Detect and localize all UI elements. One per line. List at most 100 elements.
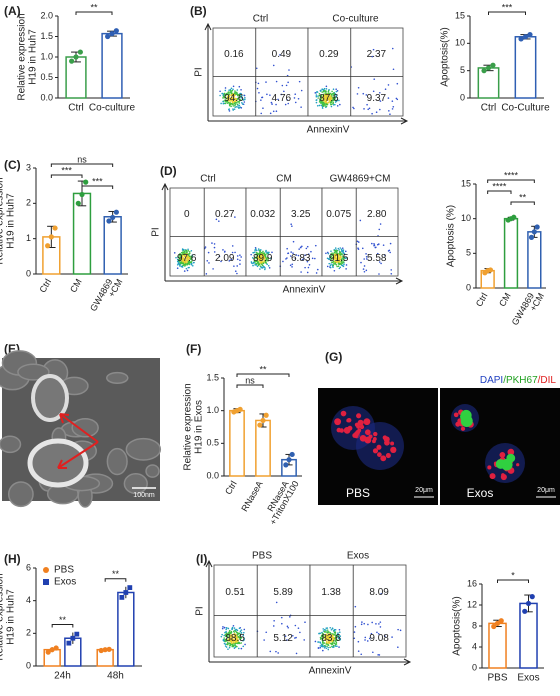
event-dot: [322, 95, 325, 97]
event-dot: [239, 99, 242, 101]
event-dot: [229, 635, 232, 637]
event-dot: [226, 643, 228, 645]
event-dot: [272, 64, 275, 67]
event-dot: [232, 88, 234, 91]
y-tick-label: 1.5: [40, 31, 53, 41]
event-dot: [259, 262, 262, 264]
y-axis-label: Relative expression: [183, 383, 194, 470]
event-dot: [262, 250, 264, 253]
y-tick-label: 0: [460, 92, 465, 102]
event-dot: [338, 637, 340, 639]
event-dot: [234, 90, 236, 92]
event-dot: [325, 99, 327, 101]
quadrant-value: 94.6: [224, 93, 244, 104]
event-dot: [325, 95, 328, 98]
significance-bracket: [487, 179, 535, 183]
event-dot: [391, 100, 394, 102]
panel-label: (I): [196, 552, 207, 566]
event-dot: [334, 639, 337, 642]
event-dot: [332, 98, 335, 100]
event-dot: [228, 639, 230, 642]
event-dot: [332, 256, 335, 258]
arrow: [59, 413, 99, 443]
event-dot: [335, 251, 338, 254]
image-caption: Exos: [467, 486, 494, 500]
event-dot: [235, 93, 237, 95]
x-tick-label: PBS: [487, 673, 507, 684]
event-dot: [324, 637, 327, 639]
y-tick-label: 0: [466, 282, 471, 292]
event-dot: [327, 648, 330, 651]
event-dot: [243, 637, 246, 639]
dil-spot: [453, 412, 459, 418]
event-dot: [335, 258, 338, 261]
event-dot: [238, 107, 240, 110]
event-dot: [287, 252, 289, 255]
event-dot: [397, 646, 399, 648]
event-dot: [326, 629, 329, 631]
event-dot: [224, 99, 226, 101]
event-dot: [184, 252, 186, 254]
event-dot: [221, 92, 223, 95]
event-dot: [323, 96, 326, 99]
quadrant-value: 1.38: [321, 587, 341, 598]
event-dot: [357, 241, 360, 243]
vesicle: [7, 481, 34, 508]
quadrant-value: 2.80: [367, 209, 387, 220]
quadrant-value: 89.9: [253, 253, 273, 264]
event-dot: [279, 54, 281, 56]
event-dot: [230, 105, 232, 108]
event-dot: [280, 93, 283, 96]
event-dot: [332, 646, 335, 648]
pkh67-spot: [460, 415, 473, 428]
event-dot: [242, 634, 245, 637]
event-dot: [230, 258, 233, 261]
event-dot: [275, 103, 277, 106]
event-dot: [190, 257, 192, 260]
event-dot: [396, 82, 399, 85]
event-dot: [307, 253, 310, 255]
y-tick-label: 1.5: [206, 372, 219, 382]
event-dot: [223, 634, 225, 637]
dil-spot: [334, 418, 342, 426]
event-dot: [333, 634, 336, 636]
data-point: [49, 647, 55, 653]
event-dot: [286, 247, 288, 250]
event-dot: [234, 216, 236, 218]
event-dot: [322, 649, 324, 652]
event-dot: [326, 640, 328, 643]
event-dot: [257, 82, 260, 85]
event-dot: [320, 634, 323, 637]
data-point: [487, 267, 494, 273]
event-dot: [314, 244, 317, 247]
dil-spot: [376, 444, 382, 450]
event-dot: [314, 257, 316, 260]
event-dot: [340, 248, 343, 251]
event-dot: [259, 253, 262, 256]
y-axis-label: PI: [194, 67, 205, 76]
event-dot: [332, 96, 335, 99]
y-tick-label: 0.5: [206, 438, 219, 448]
event-dot: [357, 86, 360, 89]
event-dot: [187, 249, 190, 252]
event-dot: [389, 242, 392, 245]
event-dot: [391, 108, 394, 110]
event-dot: [337, 632, 339, 634]
event-dot: [286, 625, 289, 628]
event-dot: [391, 47, 394, 50]
x-axis-label: AnnexinV: [307, 125, 350, 136]
event-dot: [260, 99, 262, 101]
vesicle: [106, 371, 129, 385]
data-point: [525, 600, 532, 607]
event-dot: [363, 108, 365, 110]
event-dot: [325, 629, 327, 631]
event-dot: [324, 635, 326, 637]
event-dot: [271, 251, 273, 254]
event-dot: [179, 264, 181, 267]
event-dot: [362, 268, 365, 270]
event-dot: [315, 272, 318, 274]
event-dot: [339, 103, 341, 106]
event-dot: [232, 639, 234, 642]
event-dot: [236, 89, 239, 91]
event-dot: [268, 267, 271, 269]
